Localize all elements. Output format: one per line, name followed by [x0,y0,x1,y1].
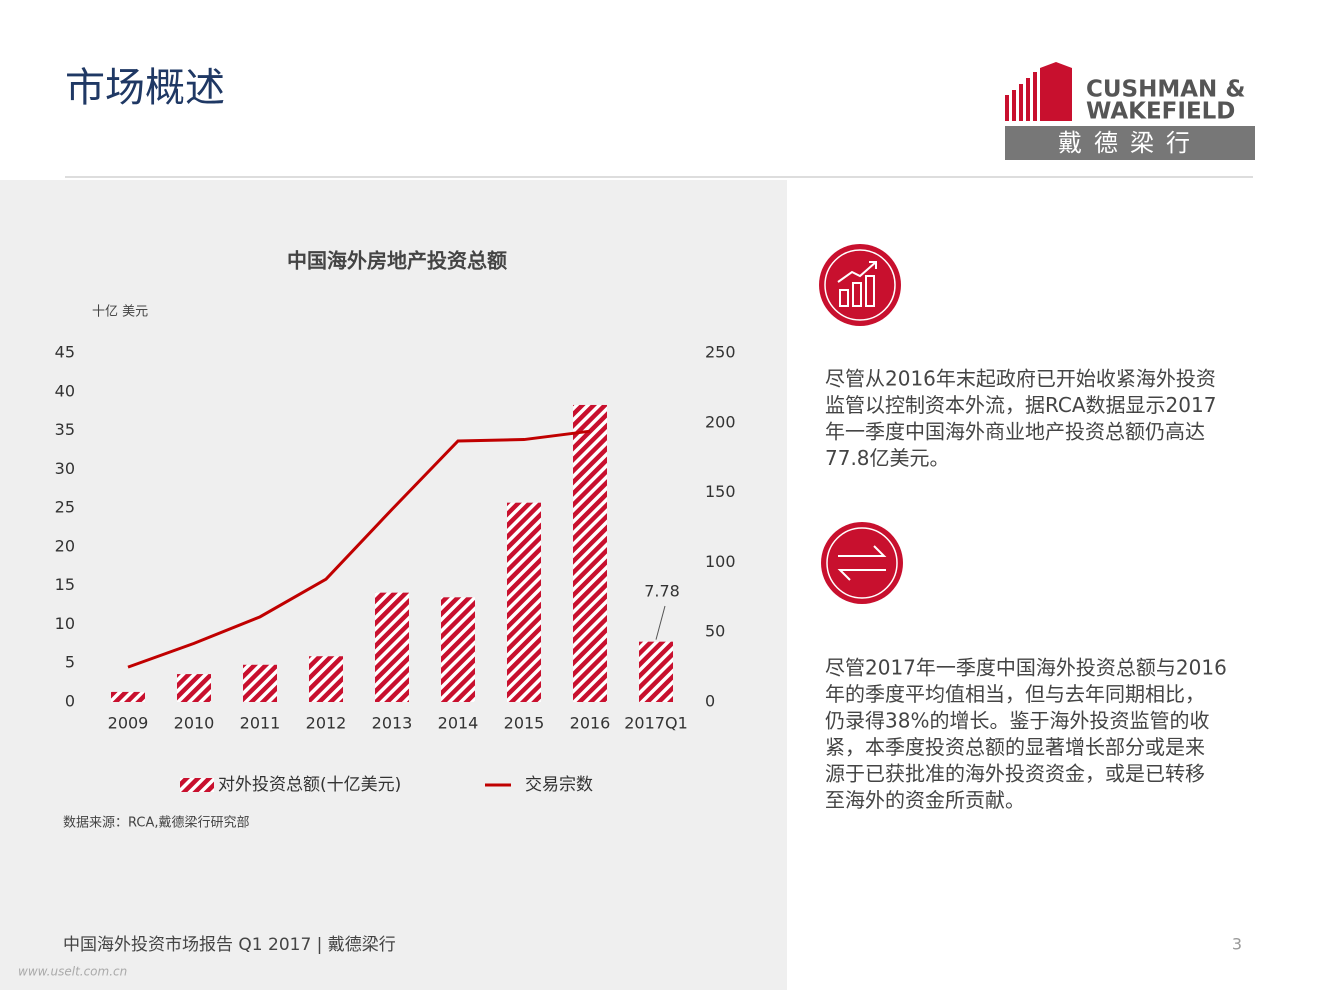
y-tick-label: 45 [55,343,75,362]
logo: CUSHMAN & WAKEFIELD 戴德梁行 [1005,62,1255,160]
watermark: www.uselt.com.cn [18,965,127,979]
paragraph-line: 仍录得38%的增长。鉴于海外投资监管的收 [825,709,1209,733]
x-tick-label: 2015 [504,714,545,733]
y2-tick-label: 100 [705,552,736,571]
y-tick-label: 5 [65,653,75,672]
footer-text: 中国海外投资市场报告 Q1 2017 | 戴德梁行 [63,935,396,955]
bar [573,404,607,702]
x-tick-label: 2013 [372,714,413,733]
paragraph-line: 年一季度中国海外商业地产投资总额仍高达 [825,420,1205,444]
paragraph-line: 至海外的资金所贡献。 [825,788,1025,812]
legend-label: 对外投资总额(十亿美元) [218,775,401,795]
x-tick-label: 2012 [306,714,347,733]
paragraph-line: 紧，本季度投资总额的显著增长部分或是来 [825,735,1205,759]
y-tick-label: 10 [55,614,75,633]
y-tick-label: 15 [55,575,75,594]
source: 数据来源：RCA,戴德梁行研究部 [63,816,250,831]
logo-text: WAKEFIELD [1086,99,1235,125]
x-tick-label: 2011 [240,714,281,733]
y-tick-label: 40 [55,381,75,400]
bar [111,691,145,702]
bar [309,656,343,702]
bar [639,641,673,702]
paragraph-line: 尽管从2016年末起政府已开始收紧海外投资 [825,367,1216,391]
legend-swatch [180,778,214,792]
y-tick-label: 25 [55,498,75,517]
bar [507,502,541,702]
paragraph-line: 源于已获批准的海外投资资金，或是已转移 [825,762,1205,786]
x-tick-label: 2017Q1 [624,714,688,733]
chart-title: 中国海外房地产投资总额 [287,249,507,273]
slide-title: 市场概述 [65,65,225,111]
logo-chinese: 戴德梁行 [1058,129,1202,157]
paragraph-line: 77.8亿美元。 [825,446,950,470]
y2-tick-label: 0 [705,692,715,711]
y-axis-label: 十亿 美元 [92,305,148,320]
label-leader [655,605,666,640]
y2-tick-label: 200 [705,412,736,431]
x-tick-label: 2014 [438,714,479,733]
bar [441,597,475,702]
logo-text: CUSHMAN & [1086,77,1245,103]
bar [375,592,409,702]
y-tick-label: 0 [65,692,75,711]
x-tick-label: 2010 [174,714,215,733]
icon-growth [819,244,901,326]
y2-tick-label: 250 [705,343,736,362]
page-number: 3 [1232,935,1242,954]
legend-label: 交易宗数 [525,775,593,795]
y-tick-label: 30 [55,459,75,478]
paragraph-line: 尽管2017年一季度中国海外投资总额与2016 [825,656,1227,680]
y2-tick-label: 150 [705,482,736,501]
icon-exchange [821,522,903,604]
line-series [127,429,591,669]
bar [177,674,211,702]
y-tick-label: 35 [55,420,75,439]
x-tick-label: 2009 [108,714,149,733]
y2-tick-label: 50 [705,622,725,641]
bar [243,664,277,702]
x-tick-label: 2016 [570,714,611,733]
paragraph-line: 年的季度平均值相当，但与去年同期相比， [825,682,1205,706]
paragraph-line: 监管以控制资本外流，据RCA数据显示2017 [825,393,1216,417]
y-tick-label: 20 [55,536,75,555]
data-label: 7.78 [644,582,680,601]
chart-panel [0,180,787,990]
